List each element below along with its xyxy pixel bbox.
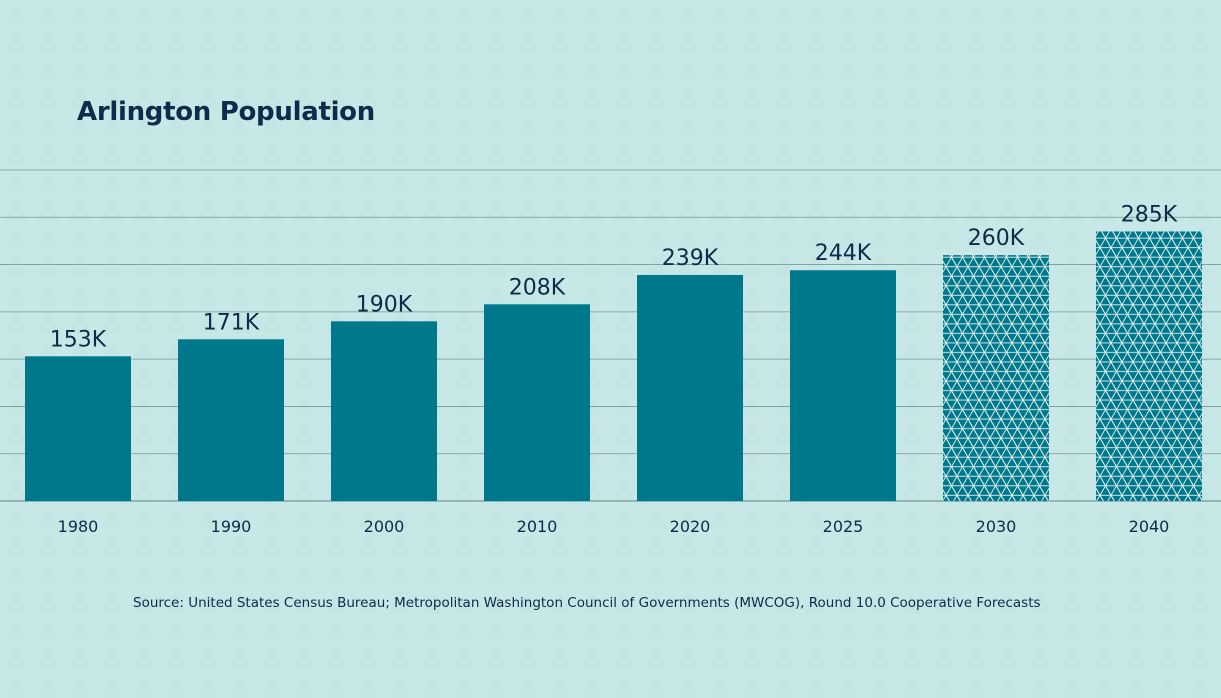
x-tick-label: 2025 [823,517,864,536]
x-tick-label: 2030 [976,517,1017,536]
bar-2020 [637,274,743,501]
bar-projected-2040 [1096,231,1202,501]
x-tick-label: 2020 [670,517,711,536]
x-tick-label: 1990 [211,517,252,536]
x-tick-label: 2040 [1129,517,1170,536]
x-tick-label: 1980 [58,517,99,536]
source-note: Source: United States Census Bureau; Met… [133,595,1041,611]
chart-title: Arlington Population [77,97,375,127]
value-label: 260K [968,226,1025,251]
bar-projected-2030 [943,255,1049,501]
value-label: 190K [356,292,413,317]
bar-1980 [25,356,131,501]
value-label: 153K [50,327,107,352]
x-tick-label: 2000 [364,517,405,536]
value-label: 239K [662,246,719,271]
bar-2025 [790,270,896,501]
bar-2010 [484,304,590,501]
bar-2000 [331,321,437,501]
value-label: 171K [203,310,260,335]
value-label: 244K [815,241,872,266]
value-label: 285K [1121,202,1178,227]
value-label: 208K [509,275,566,300]
bar-1990 [178,339,284,501]
x-tick-label: 2010 [517,517,558,536]
